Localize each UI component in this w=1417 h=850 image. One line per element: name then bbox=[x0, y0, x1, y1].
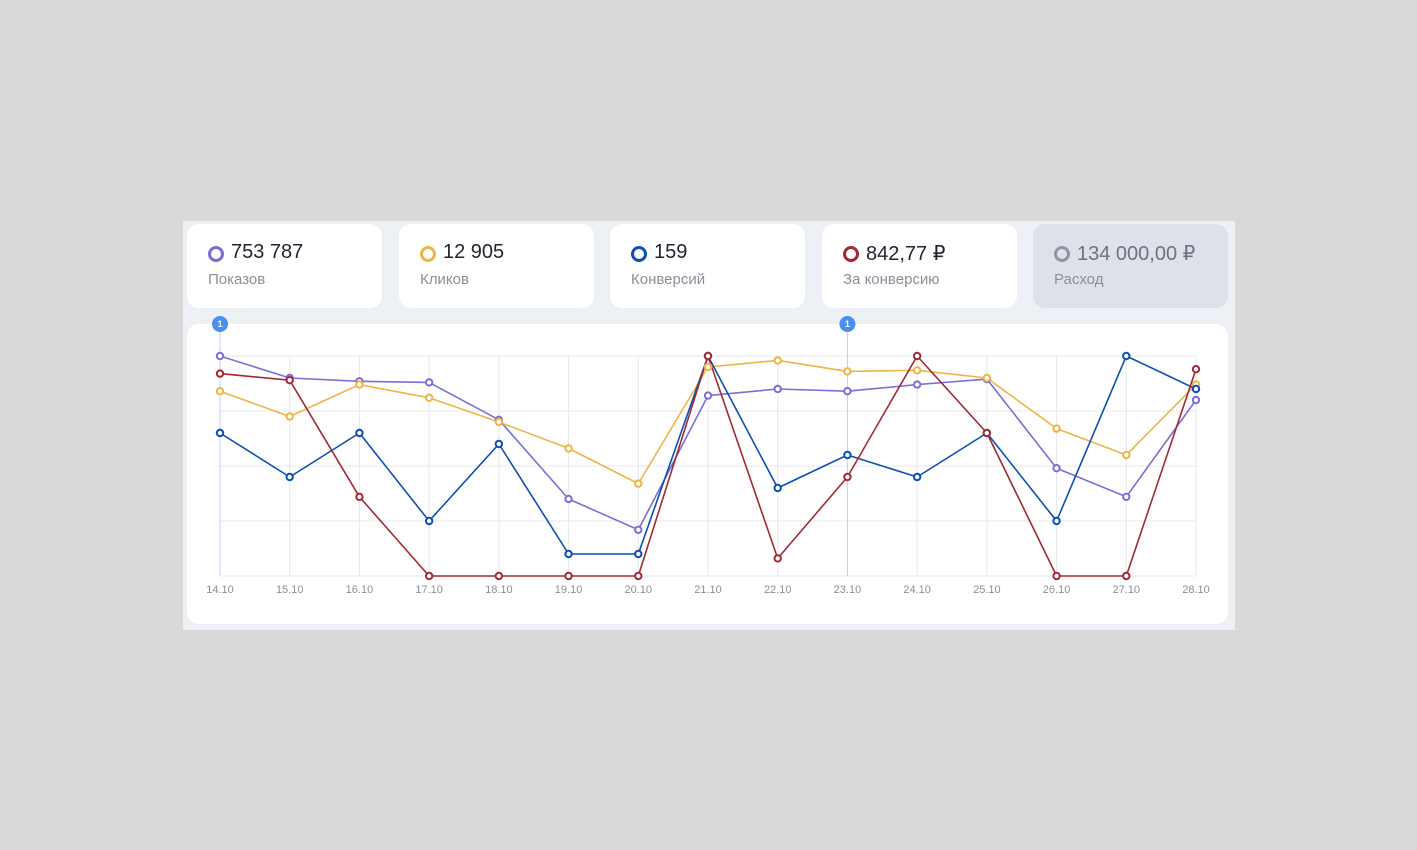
x-tick-label: 28.10 bbox=[1182, 584, 1210, 596]
series-4-point bbox=[1052, 571, 1061, 581]
series-4-point bbox=[912, 351, 922, 361]
series-4-point bbox=[843, 472, 852, 482]
series-1-point bbox=[1052, 464, 1061, 473]
series-4-point bbox=[1122, 571, 1131, 581]
metric-card-cost-per-conversion[interactable]: 842,77 ₽ За конверсию bbox=[822, 224, 1017, 308]
series-2-point bbox=[982, 373, 992, 383]
x-tick-label: 25.10 bbox=[973, 584, 1001, 596]
series-3-point bbox=[285, 472, 294, 482]
series-1-point bbox=[912, 380, 922, 389]
series-3-point bbox=[355, 428, 364, 438]
statistics-panel: 753 787 Показов 12 905 Кликов 159 Конвер… bbox=[183, 221, 1235, 630]
line-chart: 14.10 15.10 16.10 17.10 18.10 19.10 20.10 21.10… bbox=[206, 316, 1210, 596]
conversions-value: 159 bbox=[654, 241, 688, 263]
x-tick-label: 19.10 bbox=[555, 584, 583, 596]
metric-cards: 753 787 Показов 12 905 Кликов 159 Конвер… bbox=[187, 224, 1228, 308]
series-4-point bbox=[773, 554, 782, 563]
series-2-point bbox=[215, 386, 225, 396]
x-tick-label: 27.10 bbox=[1113, 584, 1141, 596]
impressions-label: Показов bbox=[208, 271, 266, 288]
series-1-point bbox=[424, 378, 434, 387]
spend-series-marker-icon bbox=[1054, 246, 1070, 262]
cost-per-conversion-label: За конверсию bbox=[843, 271, 940, 288]
series-2-point bbox=[1052, 424, 1061, 433]
spend-value: 134 000,00 ₽ bbox=[1077, 243, 1196, 265]
series-4-point bbox=[355, 492, 364, 502]
series-2-point bbox=[843, 367, 852, 376]
annotation-badge-icon bbox=[839, 316, 856, 332]
metric-card-conversions[interactable]: 159 Конверсий bbox=[610, 224, 805, 308]
series-1-point bbox=[703, 391, 713, 400]
series-2-point bbox=[355, 380, 364, 389]
cost-per-conversion-value: 842,77 ₽ bbox=[866, 243, 946, 265]
series-3-point bbox=[424, 516, 434, 526]
x-tick-label: 21.10 bbox=[694, 584, 722, 596]
series-2-point bbox=[564, 444, 573, 453]
series-3-point bbox=[564, 549, 573, 559]
series-2-point bbox=[1122, 450, 1131, 460]
series-4-point bbox=[564, 571, 573, 581]
x-tick-label: 16.10 bbox=[346, 584, 374, 596]
series-4-point bbox=[285, 376, 294, 385]
metric-card-spend[interactable]: 134 000,00 ₽ Расход bbox=[1033, 224, 1228, 308]
annotation-badge-label: 1 bbox=[217, 319, 222, 329]
series-3-point bbox=[634, 549, 643, 559]
series-1-point bbox=[564, 494, 573, 504]
series-3-point bbox=[1191, 384, 1201, 394]
series-3-point bbox=[1122, 351, 1131, 361]
chart-card: 14.10 15.10 16.10 17.10 18.10 19.10 20.10 21.10… bbox=[187, 316, 1228, 624]
x-tick-label: 20.10 bbox=[625, 584, 653, 596]
series-2-point bbox=[285, 412, 294, 421]
series-4-point bbox=[703, 351, 713, 361]
clicks-series-marker-icon bbox=[420, 246, 436, 262]
x-tick-label: 18.10 bbox=[485, 584, 513, 596]
x-tick-label: 15.10 bbox=[276, 584, 304, 596]
series-2-point bbox=[912, 366, 922, 375]
series-1-point bbox=[773, 384, 782, 394]
x-tick-label: 24.10 bbox=[903, 584, 931, 596]
series-1-point bbox=[215, 351, 225, 361]
series-3-point bbox=[215, 428, 225, 438]
series-2-point bbox=[773, 356, 782, 365]
metric-card-impressions[interactable]: 753 787 Показов bbox=[187, 224, 382, 308]
series-2-point bbox=[424, 393, 434, 403]
series-3-point bbox=[773, 483, 782, 493]
conversions-series-marker-icon bbox=[631, 246, 647, 262]
series-1-point bbox=[1191, 395, 1201, 405]
x-tick-label: 22.10 bbox=[764, 584, 792, 596]
series-2-point bbox=[703, 362, 713, 372]
annotation-badge-label: 1 bbox=[845, 319, 850, 329]
series-4-point bbox=[494, 571, 504, 581]
clicks-label: Кликов bbox=[420, 271, 469, 288]
cost-per-conversion-series-marker-icon bbox=[843, 246, 859, 262]
x-tick-label: 14.10 bbox=[206, 584, 234, 596]
impressions-series-marker-icon bbox=[208, 246, 224, 262]
spend-label: Расход bbox=[1054, 271, 1104, 288]
series-4-point bbox=[982, 428, 992, 438]
series-4-point bbox=[215, 369, 225, 378]
series-2-point bbox=[494, 417, 504, 427]
series-1-point bbox=[843, 386, 852, 396]
series-1-point bbox=[1122, 492, 1131, 502]
series-3-point bbox=[494, 439, 504, 449]
series-3-point bbox=[1052, 516, 1061, 526]
series-4-point bbox=[634, 571, 643, 581]
impressions-value: 753 787 bbox=[231, 241, 304, 263]
conversions-label: Конверсий bbox=[631, 271, 706, 288]
series-3-point bbox=[912, 472, 922, 482]
clicks-value: 12 905 bbox=[443, 241, 505, 263]
series-4-point bbox=[1191, 365, 1201, 374]
series-4-point bbox=[424, 571, 434, 581]
series-3-point bbox=[843, 450, 852, 460]
x-tick-label: 23.10 bbox=[834, 584, 862, 596]
series-2-point bbox=[634, 479, 643, 488]
metric-card-clicks[interactable]: 12 905 Кликов bbox=[399, 224, 594, 308]
series-1-point bbox=[634, 525, 643, 535]
annotation-badge-icon bbox=[212, 316, 228, 332]
x-tick-label: 17.10 bbox=[415, 584, 443, 596]
x-tick-label: 26.10 bbox=[1043, 584, 1071, 596]
